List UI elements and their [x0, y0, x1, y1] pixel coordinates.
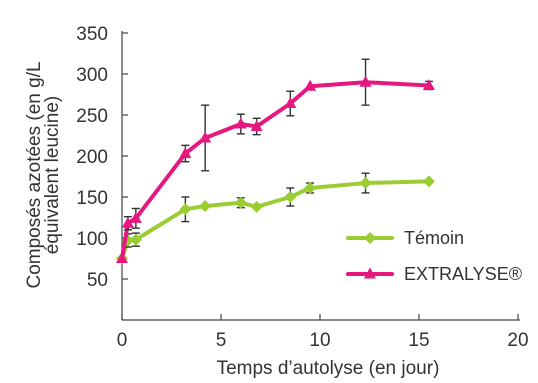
axes — [121, 31, 520, 321]
x-ticks: 0 5 10 15 20 — [117, 314, 529, 351]
data-point-diamond — [364, 232, 376, 244]
y-axis-title-line-2: équivalent leucine) — [42, 96, 63, 254]
y-tick-label: 300 — [76, 65, 108, 86]
y-tick-label: 150 — [76, 188, 108, 209]
data-point-diamond — [359, 177, 372, 190]
y-tick-label: 200 — [76, 147, 108, 168]
x-axis-title: Temps d’autolyse (en jour) — [217, 358, 440, 379]
data-point-triangle — [234, 117, 247, 129]
x-tick-label: 0 — [117, 330, 128, 351]
x-tick-label: 20 — [507, 330, 528, 351]
data-point-triangle — [284, 97, 297, 109]
data-point-diamond — [129, 233, 142, 246]
series-line — [120, 80, 431, 261]
legend-item-extralyse: EXTRALYSE® — [346, 264, 522, 284]
data-point-triangle — [199, 131, 212, 143]
data-point-triangle — [250, 119, 263, 131]
data-point-triangle — [121, 216, 134, 228]
data-point-diamond — [284, 191, 297, 203]
x-tick-label: 5 — [216, 330, 227, 351]
y-tick-label: 350 — [76, 24, 108, 45]
data-point-triangle — [129, 211, 142, 223]
data-point-diamond — [179, 203, 192, 216]
data-point-triangle — [359, 75, 372, 87]
y-tick-label: 100 — [76, 229, 108, 250]
data-point-triangle — [364, 267, 376, 279]
y-tick-label: 50 — [87, 270, 108, 291]
plot-area — [116, 58, 435, 265]
x-tick-label: 10 — [309, 330, 330, 351]
data-point-triangle — [422, 78, 435, 90]
series-extralyse — [116, 58, 435, 263]
data-point-triangle — [304, 79, 317, 91]
legend: Témoin EXTRALYSE® — [346, 228, 522, 284]
data-point-diamond — [250, 200, 263, 213]
data-point-diamond — [234, 196, 247, 209]
y-axis-title-line-1: Composés azotées (en g/L — [24, 61, 45, 288]
data-point-diamond — [199, 200, 212, 213]
series-line — [120, 179, 431, 261]
x-tick-label: 15 — [408, 330, 429, 351]
data-point-triangle — [179, 147, 192, 159]
series-temoin — [116, 172, 435, 265]
legend-label: Témoin — [404, 228, 464, 248]
y-tick-label: 250 — [76, 106, 108, 127]
data-point-diamond — [422, 175, 435, 188]
data-point-diamond — [304, 181, 317, 194]
legend-label: EXTRALYSE® — [404, 264, 522, 284]
data-point-triangle — [116, 252, 128, 263]
y-ticks: 50 100 150 200 250 300 350 — [76, 24, 128, 291]
legend-item-temoin: Témoin — [346, 228, 464, 248]
